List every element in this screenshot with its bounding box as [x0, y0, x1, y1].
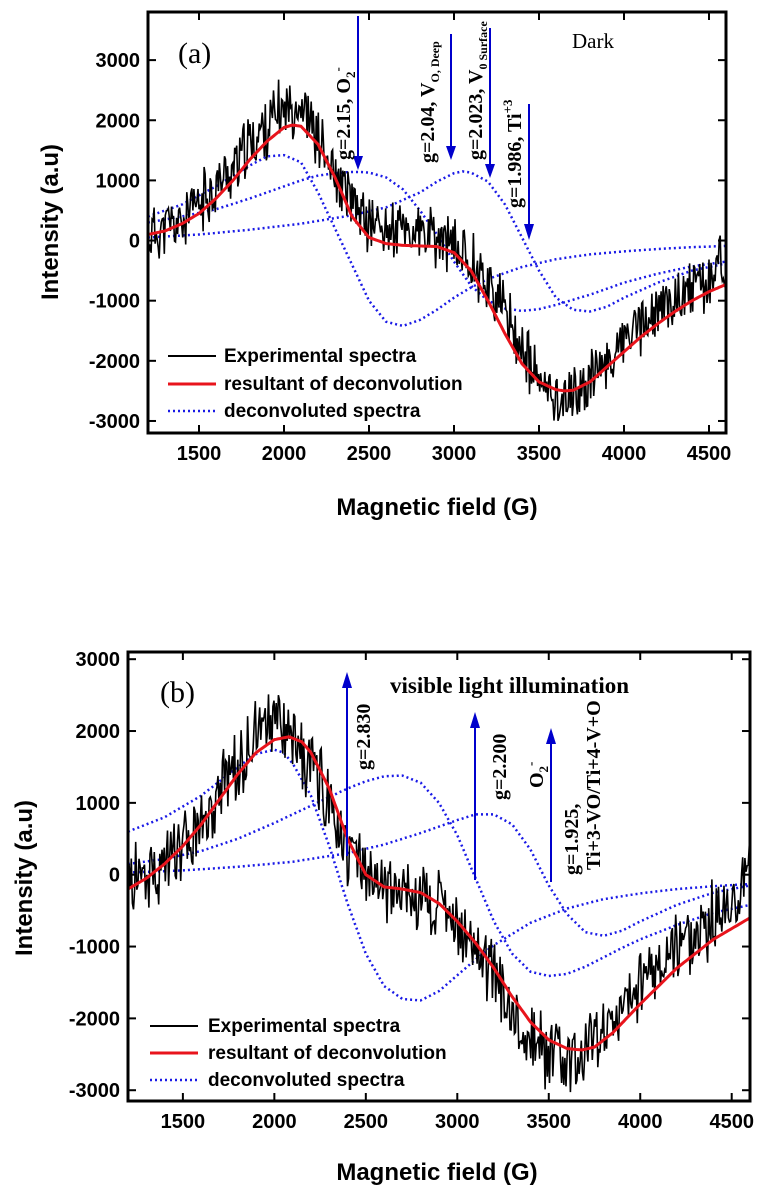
experimental-curve-a	[148, 79, 726, 422]
annotation-text-b-3: O2-	[523, 762, 551, 788]
annotations-b: g=2.830 g=2.200 O2- g=1.925, Ti+3-VO/Ti+…	[342, 672, 605, 882]
y-axis-label-b: Intensity (a.u)	[11, 800, 38, 956]
x-tick-label-b-4: 3500	[527, 1111, 572, 1133]
y-tick-label-a-1: 2000	[96, 110, 141, 132]
x-tick-label-b-3: 3000	[435, 1111, 480, 1133]
y-tick-label-a-3: 0	[129, 231, 140, 253]
y-tick-label-a-5: -2000	[89, 351, 140, 373]
legend-a: Experimental spectra resultant of deconv…	[168, 346, 463, 422]
x-tick-label-a-0: 1500	[177, 443, 222, 465]
plot-area-a	[148, 79, 726, 422]
y-tick-label-b-6: -3000	[69, 1080, 120, 1102]
deconvoluted-curve-b-3	[128, 813, 750, 938]
annotation-text-a-4: g=1.986, Ti+3	[500, 99, 526, 208]
x-tick-label-a-6: 4500	[687, 443, 732, 465]
annotation-text-b-1: g=2.830	[353, 704, 375, 770]
plot-frame-b	[126, 650, 752, 1103]
x-tick-label-a-5: 4000	[602, 443, 647, 465]
y-tick-label-b-0: 3000	[76, 649, 121, 671]
annotation-arrow-b-2	[470, 712, 480, 880]
annotation-text-a-3: g=2.023, V0 Surface	[465, 21, 490, 160]
x-tick-label-b-0: 1500	[161, 1111, 206, 1133]
annotation-arrow-a-2	[446, 34, 456, 160]
deconvoluted-curve-a-3	[148, 170, 726, 313]
y-tick-label-a-0: 3000	[96, 50, 141, 72]
x-tick-label-a-2: 2500	[347, 443, 392, 465]
annotation-text-b-5: Ti+3-VO/Ti+4-V+O	[583, 700, 605, 870]
x-axis-label-a: Magnetic field (G)	[336, 494, 537, 521]
ticks-a: 1500 2000 2500 3000 3500 4000 4500 3000 2000 1000…	[89, 12, 731, 465]
panel-a: 1500 2000 2500 3000 3500 4000 4500 3000 2000 1000…	[37, 10, 731, 521]
x-tick-label-b-1: 2000	[252, 1111, 297, 1133]
y-tick-label-b-2: 1000	[76, 793, 121, 815]
legend-label-b-2: resultant of deconvolution	[208, 1043, 447, 1064]
y-tick-label-b-3: 0	[109, 865, 120, 887]
annotation-text-a-2: g=2.04, VO, Deep	[417, 41, 442, 163]
panel-label-a: (a)	[178, 37, 211, 70]
deconvoluted-curve-a-2	[148, 170, 726, 313]
annotation-text-b-4: g=1.925,	[561, 804, 583, 875]
annotation-arrow-b-4	[546, 728, 556, 882]
annotation-text-b-2: g=2.200	[489, 734, 511, 800]
annotations-a: g=2.15, O2- g=2.04, VO, Deep g=2.023, V0…	[330, 16, 534, 240]
annotation-text-a-1: g=2.15, O2-	[330, 67, 358, 160]
condition-label-b: visible light illumination	[390, 673, 629, 698]
resultant-curve-a	[148, 123, 726, 393]
x-tick-label-a-3: 3000	[432, 443, 477, 465]
y-tick-label-a-6: -3000	[89, 411, 140, 433]
panel-label-b: (b)	[160, 676, 195, 709]
annotation-arrow-b-1	[342, 672, 352, 856]
resultant-curve-b	[128, 735, 750, 1052]
y-axis-label-a: Intensity (a.u)	[37, 144, 64, 300]
legend-label-b-1: Experimental spectra	[208, 1016, 401, 1037]
x-tick-label-b-5: 4000	[618, 1111, 663, 1133]
panel-b: 1500 2000 2500 3000 3500 4000 4500 3000 2000 1000…	[11, 649, 754, 1186]
x-tick-label-b-6: 4500	[709, 1111, 754, 1133]
x-tick-label-a-1: 2000	[262, 443, 307, 465]
x-axis-label-b: Magnetic field (G)	[336, 1159, 537, 1186]
legend-b: Experimental spectra resultant of deconv…	[150, 1016, 447, 1091]
x-tick-label-a-4: 3500	[517, 443, 562, 465]
y-tick-label-a-2: 1000	[96, 170, 141, 192]
annotation-arrow-a-1	[353, 16, 363, 170]
experimental-curve-b	[128, 694, 750, 1093]
condition-label-a: Dark	[572, 29, 614, 53]
y-tick-label-b-5: -2000	[69, 1008, 120, 1030]
legend-label-a-3: deconvoluted spectra	[224, 401, 421, 422]
deconvoluted-curve-b-2	[128, 774, 750, 978]
plot-frame-a	[146, 10, 728, 435]
y-tick-label-a-4: -1000	[89, 291, 140, 313]
x-tick-label-b-2: 2500	[344, 1111, 389, 1133]
plot-area-b	[128, 694, 750, 1093]
deconvoluted-curve-b-1	[128, 748, 750, 1002]
deconvoluted-curve-a-1	[148, 153, 726, 328]
legend-label-a-2: resultant of deconvolution	[224, 374, 463, 395]
ticks-b: 1500 2000 2500 3000 3500 4000 4500 3000 2000 1000…	[69, 649, 754, 1133]
legend-label-b-3: deconvoluted spectra	[208, 1070, 405, 1091]
annotation-arrow-a-3	[485, 28, 495, 178]
y-tick-label-b-4: -1000	[69, 937, 120, 959]
legend-label-a-1: Experimental spectra	[224, 346, 417, 367]
y-tick-label-b-1: 2000	[76, 721, 121, 743]
annotation-arrow-a-4	[524, 104, 534, 240]
